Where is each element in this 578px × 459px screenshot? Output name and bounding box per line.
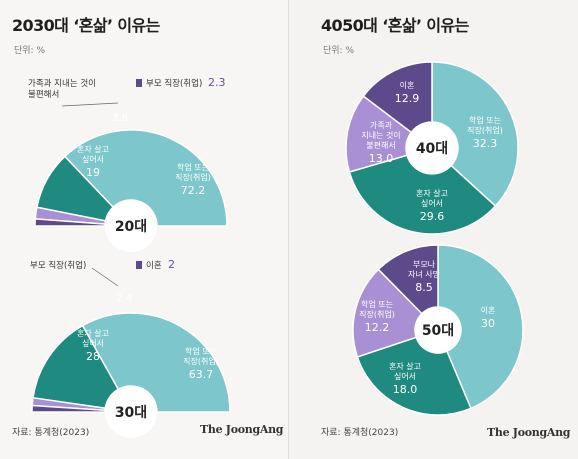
chart1-callout-4-label: 부모 직장(취업) xyxy=(146,78,202,89)
chart3-slice-4-value: 12.9 xyxy=(395,92,420,105)
chart4-slice-2-label: 혼자 살고 싶어서 xyxy=(389,361,421,381)
left-brand-logo: The JoongAng xyxy=(200,423,284,436)
chart4-slice-3-label: 학업 또는 직장(취업) xyxy=(359,299,395,319)
chart2-slice-1-label: 학업 또는 직장(취업) xyxy=(183,346,219,366)
chart4-slice-1-label: 이혼 xyxy=(481,305,496,315)
chart4-center-hole xyxy=(415,307,461,353)
chart2-callout-4-swatch xyxy=(136,261,142,269)
chart1-callout-3-leader xyxy=(61,102,119,107)
chart2-center-label: 30대 xyxy=(115,405,147,421)
chart3-slice-1-value: 32.3 xyxy=(473,137,498,150)
chart2-slice-1-value: 63.7 xyxy=(189,368,214,381)
right-title: 4050대 ‘혼삶’ 이유는 xyxy=(321,16,469,35)
chart1-callout-3-label: 가족과 지내는 것이 불편해서 xyxy=(28,78,96,100)
chart3-center-label: 40대 xyxy=(416,141,448,157)
chart4-center-label: 50대 xyxy=(422,323,454,339)
chart2-callout-3-leader xyxy=(91,267,119,287)
chart3-slice-4-label: 이혼 xyxy=(400,80,415,90)
chart1-slice-2-label: 혼자 살고 싶어서 xyxy=(77,144,109,164)
chart3-center-hole xyxy=(406,122,458,174)
chart2-callout-4-label: 이혼 xyxy=(146,260,162,271)
right-brand-logo: The JoongAng xyxy=(487,426,571,439)
chart3-slice-3-value: 13.0 xyxy=(369,152,394,165)
chart1-callout-4-value: 2.3 xyxy=(208,76,226,89)
chart1-slice-1-value: 72.2 xyxy=(181,184,206,197)
left-title: 2030대 ‘혼삶’ 이유는 xyxy=(12,16,160,35)
chart1-callout-3-value: 3.8 xyxy=(112,113,128,124)
left-source: 자료: 통계청(2023) xyxy=(12,428,90,438)
chart1-center-label: 20대 xyxy=(115,219,147,235)
chart3-slice-2-label: 혼자 살고 싶어서 xyxy=(416,188,448,208)
chart4-slice-2-value: 18.0 xyxy=(393,383,418,396)
left-unit: 단위: % xyxy=(14,46,46,56)
chart3-slice-3-label: 가족과 지내는 것이 불편해서 xyxy=(361,121,400,150)
chart3-slice-1-label: 학업 또는 직장(취업) xyxy=(467,115,503,135)
chart1-slice-2-value: 19 xyxy=(86,166,100,179)
chart2-slice-2-label: 혼자 살고 싶어서 xyxy=(77,328,109,348)
chart2-callout-3-label: 부모 직장(취업) xyxy=(30,260,86,271)
right-source: 자료: 통계청(2023) xyxy=(321,428,399,438)
chart1-slice-1-label: 학업 또는 직장(취업) xyxy=(175,162,211,182)
chart4-slice-1-value: 30 xyxy=(481,317,495,330)
chart2-callout-4-value: 2 xyxy=(168,258,175,271)
chart2-center-hole xyxy=(105,386,157,438)
chart4-slice-4-value: 8.5 xyxy=(415,281,433,294)
chart1-center-hole xyxy=(105,200,157,252)
chart3-slice-2-value: 29.6 xyxy=(420,210,445,223)
chart2-callout-3-value: 2.4 xyxy=(116,293,132,304)
chart4-slice-4-label: 부모나 자녀 사망 xyxy=(408,260,441,279)
chart4-slice-3-value: 12.2 xyxy=(365,321,390,334)
right-unit: 단위: % xyxy=(323,46,355,56)
chart2-slice-2-value: 28 xyxy=(86,350,100,363)
panel-divider xyxy=(288,0,289,459)
chart1-callout-4-swatch xyxy=(136,79,142,87)
